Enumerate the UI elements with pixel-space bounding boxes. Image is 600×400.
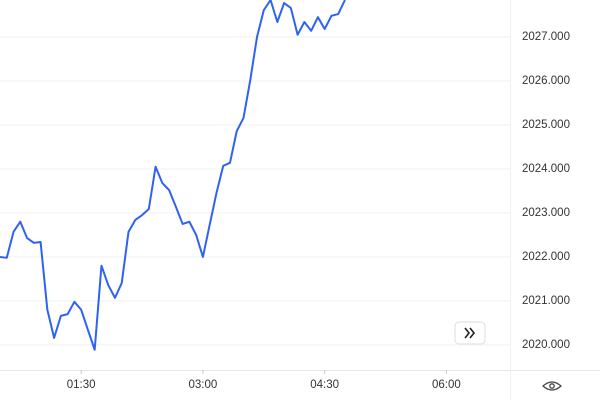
price-line (0, 0, 346, 351)
eye-pupil (549, 383, 555, 389)
eye-icon[interactable] (542, 381, 562, 391)
eye-outline (542, 381, 562, 391)
y-tick-label: 2020.000 (522, 339, 570, 351)
chevron-icon (464, 327, 476, 339)
x-tick-label: 04:30 (310, 379, 339, 391)
y-tick-label: 2027.000 (522, 31, 570, 43)
y-tick-label: 2022.000 (522, 251, 570, 263)
x-tick-label: 01:30 (67, 379, 96, 391)
y-tick-label: 2026.000 (522, 75, 570, 87)
y-tick-label: 2024.000 (522, 163, 570, 175)
scroll-button[interactable] (454, 321, 486, 345)
x-tick-label: 03:00 (189, 379, 218, 391)
y-tick-label: 2025.000 (522, 119, 570, 131)
y-tick-label: 2021.000 (522, 295, 570, 307)
y-tick-label: 2023.000 (522, 207, 570, 219)
plot-area (0, 0, 346, 351)
x-tick-label: 06:00 (432, 379, 461, 391)
